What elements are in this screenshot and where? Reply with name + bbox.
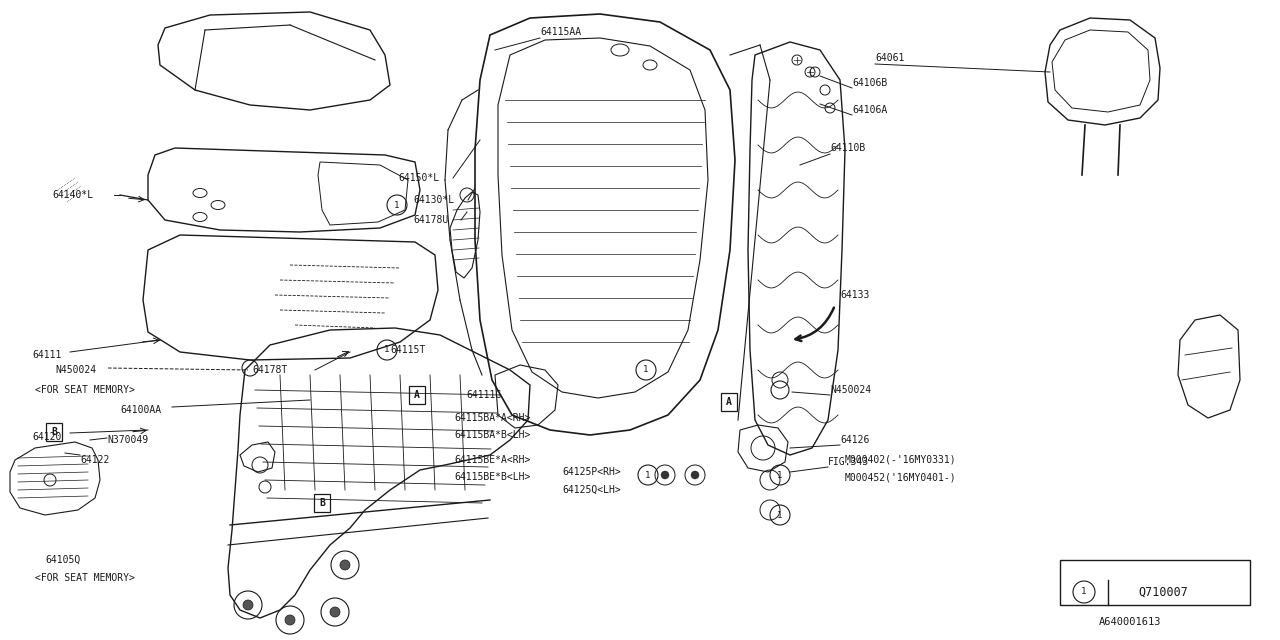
- Text: <FOR SEAT MEMORY>: <FOR SEAT MEMORY>: [35, 385, 134, 395]
- Text: 64125Q<LH>: 64125Q<LH>: [562, 485, 621, 495]
- Text: B: B: [319, 498, 325, 508]
- Text: A640001613: A640001613: [1098, 617, 1161, 627]
- Text: M000452('16MY0401-): M000452('16MY0401-): [845, 473, 956, 483]
- Text: N450024: N450024: [829, 385, 872, 395]
- Text: Q710007: Q710007: [1138, 586, 1188, 598]
- Text: 64178T: 64178T: [252, 365, 287, 375]
- Text: N450024: N450024: [55, 365, 96, 375]
- Bar: [721, 393, 737, 411]
- Text: M000402(-'16MY0331): M000402(-'16MY0331): [845, 455, 956, 465]
- Bar: [410, 386, 425, 404]
- Text: 1: 1: [1082, 588, 1087, 596]
- Text: 64125P<RH>: 64125P<RH>: [562, 467, 621, 477]
- Circle shape: [660, 471, 669, 479]
- Circle shape: [285, 615, 294, 625]
- Bar: [314, 494, 330, 512]
- Text: 64130*L: 64130*L: [413, 195, 454, 205]
- Text: 64111G: 64111G: [466, 390, 502, 400]
- Text: 1: 1: [644, 365, 649, 374]
- Text: 64126: 64126: [840, 435, 869, 445]
- Text: 64133: 64133: [840, 290, 869, 300]
- Text: 64100AA: 64100AA: [120, 405, 161, 415]
- Text: 64115AA: 64115AA: [540, 27, 581, 37]
- Text: 64061: 64061: [876, 53, 905, 63]
- Circle shape: [243, 600, 253, 610]
- Bar: [46, 423, 61, 441]
- Text: 64122: 64122: [79, 455, 109, 465]
- Text: 1: 1: [777, 511, 782, 520]
- Text: 64140*L: 64140*L: [52, 190, 93, 200]
- Text: N370049: N370049: [108, 435, 148, 445]
- Text: 64105Q: 64105Q: [45, 555, 81, 565]
- Text: 1: 1: [394, 200, 399, 209]
- Text: 64115BE*B<LH>: 64115BE*B<LH>: [454, 472, 530, 482]
- Text: 64178U: 64178U: [413, 215, 448, 225]
- Text: 1: 1: [384, 346, 389, 355]
- Circle shape: [340, 560, 349, 570]
- Text: 64115BA*B<LH>: 64115BA*B<LH>: [454, 430, 530, 440]
- Text: <FOR SEAT MEMORY>: <FOR SEAT MEMORY>: [35, 573, 134, 583]
- Circle shape: [330, 607, 340, 617]
- Text: 64106B: 64106B: [852, 78, 887, 88]
- Text: FIG.343: FIG.343: [828, 457, 869, 467]
- Circle shape: [691, 471, 699, 479]
- Text: A: A: [726, 397, 732, 407]
- Text: A: A: [413, 390, 420, 400]
- Text: B: B: [51, 427, 56, 437]
- Text: 1: 1: [777, 470, 782, 479]
- Text: 1: 1: [645, 470, 650, 479]
- Text: 64120: 64120: [32, 432, 61, 442]
- Text: 64115BA*A<RH>: 64115BA*A<RH>: [454, 413, 530, 423]
- Text: 64150*L: 64150*L: [398, 173, 439, 183]
- Bar: [1060, 560, 1251, 605]
- Text: 64111: 64111: [32, 350, 61, 360]
- Text: 64115BE*A<RH>: 64115BE*A<RH>: [454, 455, 530, 465]
- Text: 64106A: 64106A: [852, 105, 887, 115]
- Text: 64115T: 64115T: [390, 345, 425, 355]
- Text: 64110B: 64110B: [829, 143, 865, 153]
